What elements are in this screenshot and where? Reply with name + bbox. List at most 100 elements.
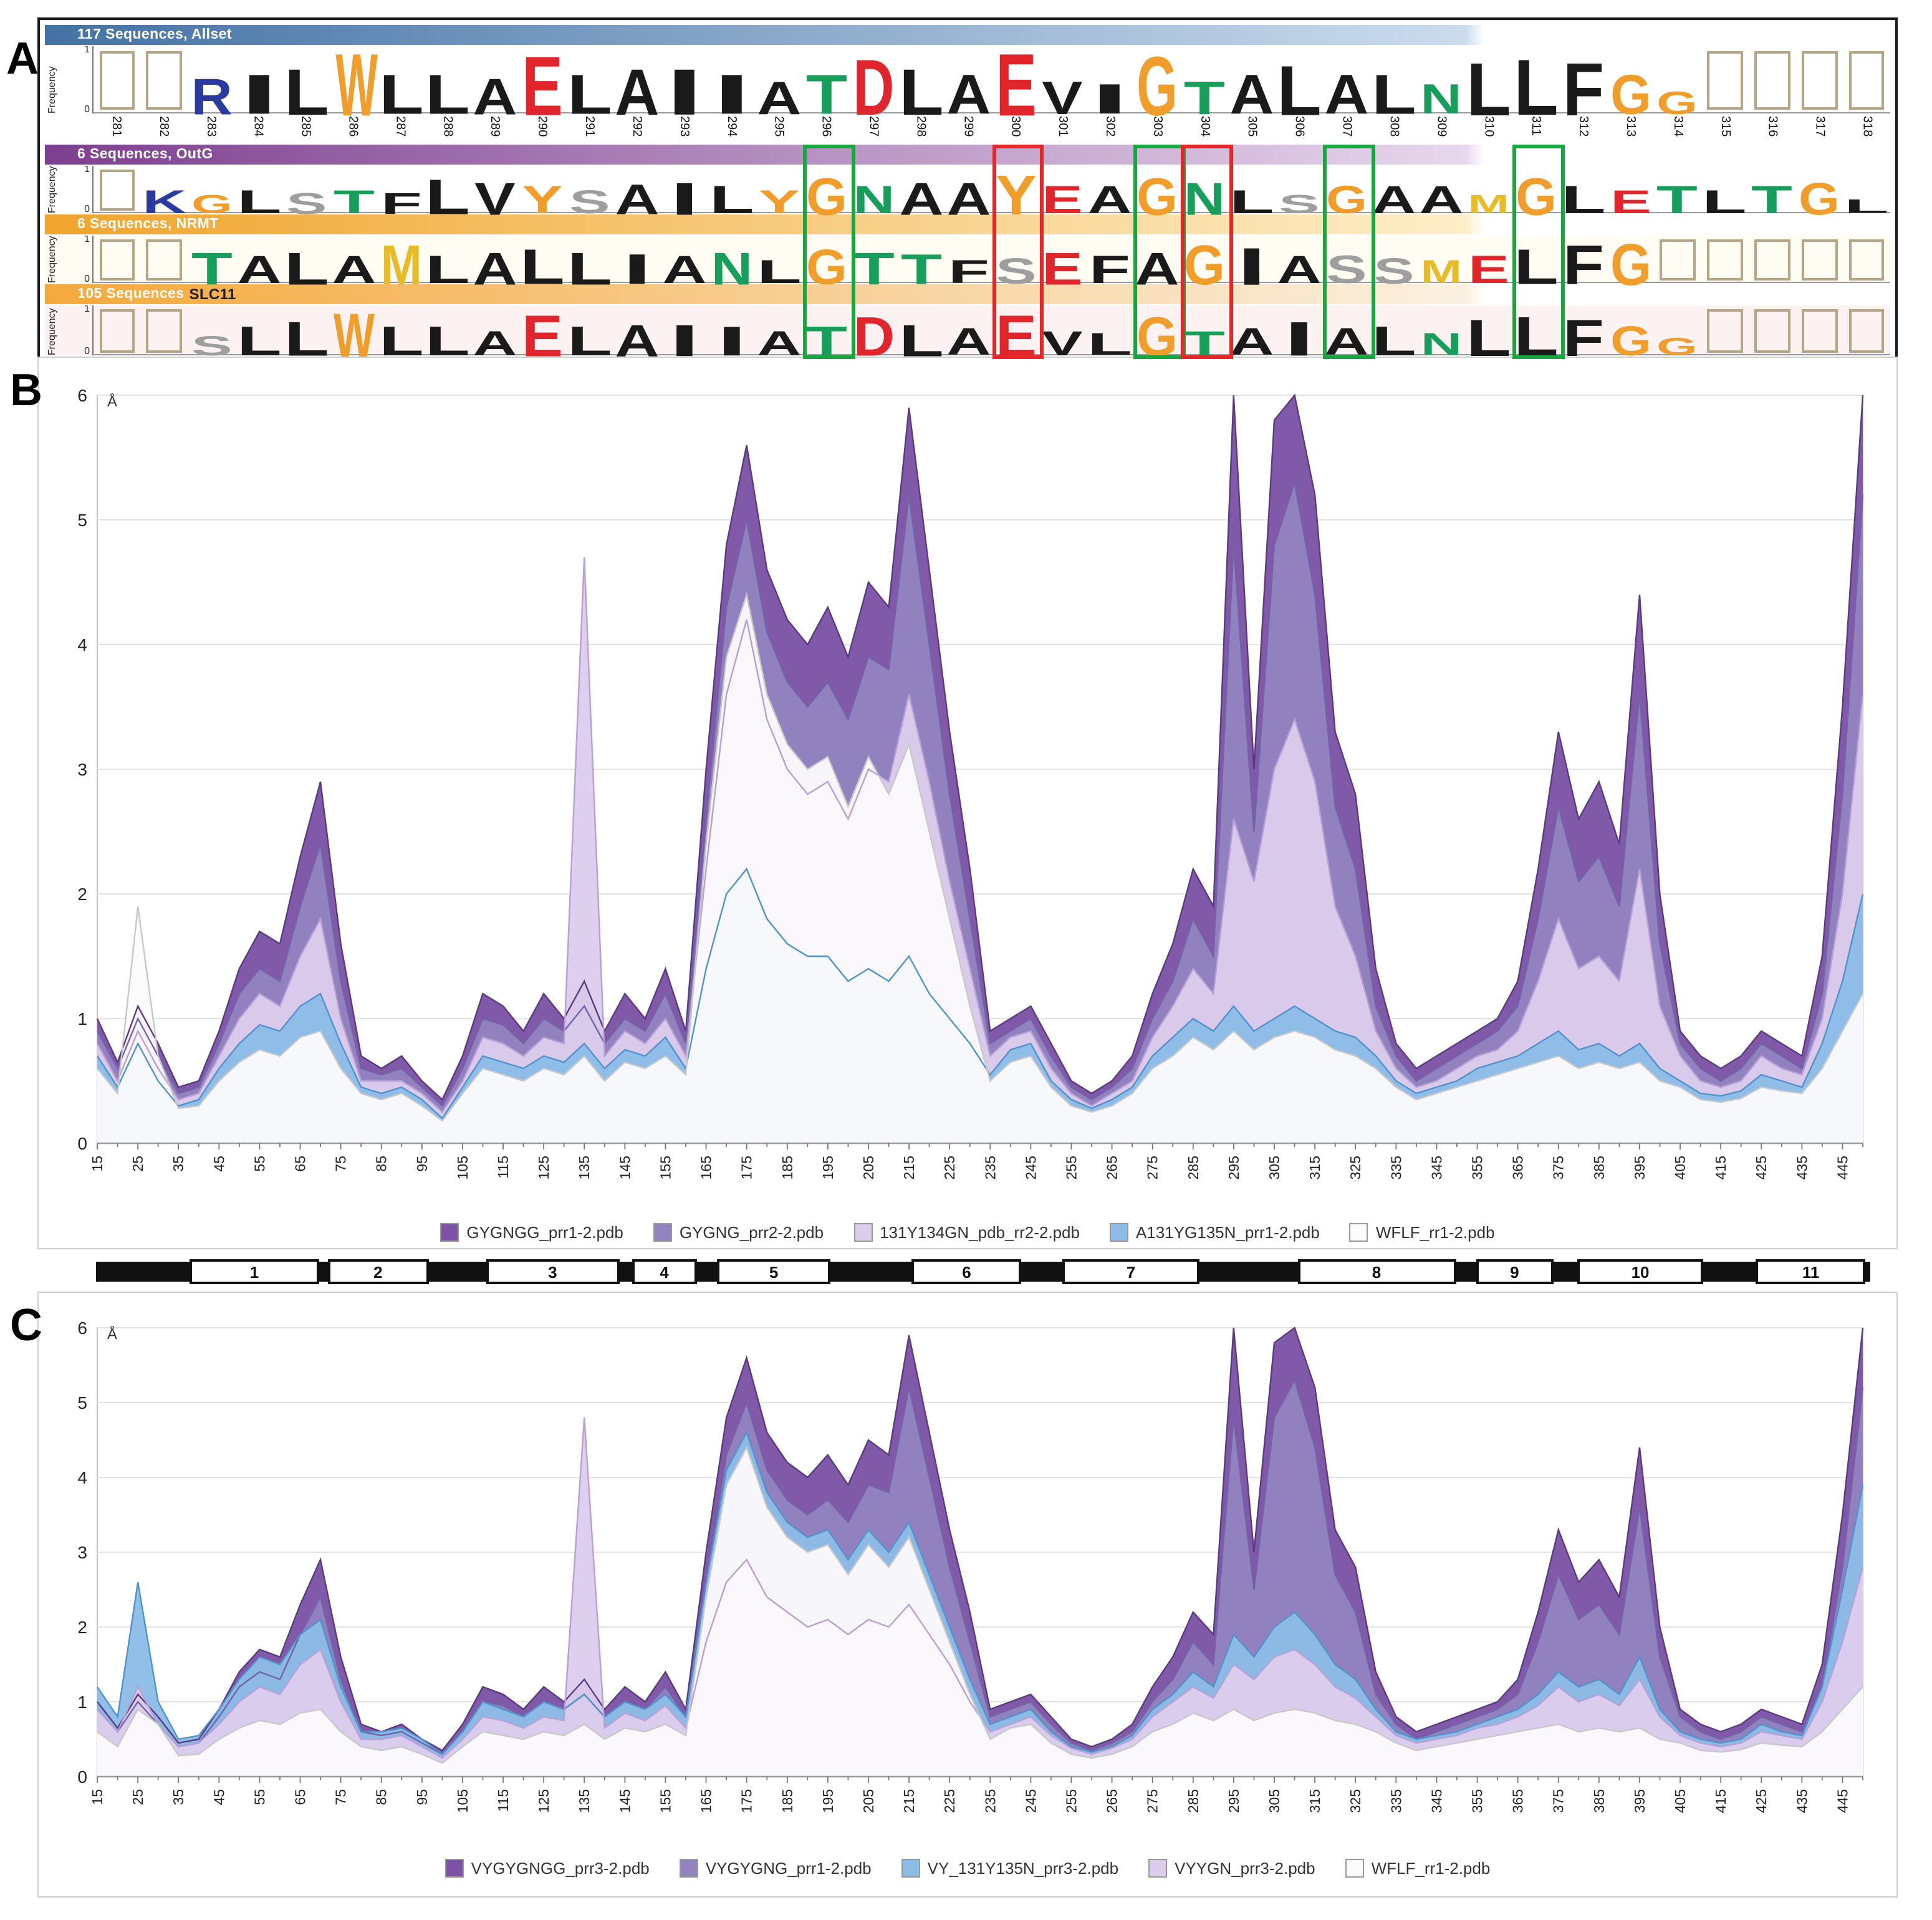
- position-label: 284: [251, 116, 265, 137]
- logo-letter: Y: [522, 178, 564, 223]
- x-tick-label: 55: [251, 1789, 267, 1805]
- logo-letter: G: [1656, 84, 1698, 121]
- x-tick-label: 285: [1185, 1789, 1201, 1813]
- logo-letter: L: [236, 183, 282, 221]
- x-tick-label: 105: [454, 1789, 471, 1813]
- area-series-4: [97, 1447, 1863, 1777]
- logo-row-slc11: Frequency 1 0 S L L W L L A E L A I I A T D L A E V L G T A I A L N L L…: [45, 305, 1890, 367]
- tm-segment-8: 8: [1297, 1259, 1456, 1284]
- x-tick-label: 95: [414, 1789, 430, 1805]
- legend-swatch-2: [853, 1223, 873, 1242]
- tm-segment-1: 1: [189, 1259, 320, 1284]
- x-tick-label: 225: [941, 1156, 958, 1179]
- x-tick-label: 335: [1388, 1789, 1404, 1813]
- x-tick-label: 235: [982, 1789, 998, 1813]
- logo-letter: N: [1420, 327, 1462, 363]
- logo-letter: A: [473, 324, 518, 363]
- logo-column: [1843, 305, 1890, 354]
- x-tick-label: 215: [901, 1156, 917, 1179]
- x-tick-label: 365: [1510, 1789, 1526, 1813]
- logo-column: A: [944, 46, 992, 123]
- logo-column: A: [1370, 166, 1418, 220]
- frequency-axis-label: Frequency: [46, 66, 57, 113]
- logo-column: A: [756, 46, 803, 121]
- logo-letter: L: [425, 319, 471, 365]
- legend-item-4: WFLF_rr1-2.pdb: [1349, 1223, 1495, 1242]
- logo-column: L: [756, 236, 803, 289]
- logo-letter: L: [284, 55, 329, 129]
- highlight-box-green-307: [1323, 145, 1375, 359]
- logo-column: [1795, 46, 1843, 112]
- x-tick-label: 125: [536, 1156, 552, 1179]
- logo-column: L: [236, 166, 283, 219]
- position-label: 314: [1670, 116, 1684, 137]
- logo-letter: T: [191, 242, 233, 294]
- legend-swatch-2: [901, 1859, 920, 1878]
- empty-position-box: [1801, 239, 1838, 281]
- logo-letter: L: [284, 313, 329, 367]
- logo-letter: A: [898, 173, 943, 224]
- logo-column: [1654, 236, 1701, 282]
- x-tick-label: 355: [1469, 1156, 1486, 1179]
- x-tick-label: 135: [576, 1156, 592, 1179]
- logo-column: G: [1654, 305, 1701, 359]
- logo-letter: G: [1515, 166, 1557, 226]
- logo-letter: L: [1087, 327, 1133, 363]
- position-label: 283: [203, 116, 218, 137]
- x-tick-label: 275: [1145, 1156, 1161, 1179]
- logo-letter: F: [1562, 234, 1604, 297]
- logo-letter: L: [1371, 62, 1416, 127]
- logo-letter: L: [520, 239, 565, 295]
- logo-column: F: [1559, 305, 1607, 365]
- position-label: 287: [393, 116, 407, 137]
- logo-column: T: [1654, 166, 1701, 220]
- x-tick-label: 295: [1226, 1156, 1242, 1179]
- legend-item-4: WFLF_rr1-2.pdb: [1345, 1859, 1490, 1878]
- legend-label-4: WFLF_rr1-2.pdb: [1375, 1223, 1495, 1242]
- x-tick-label: 345: [1428, 1789, 1444, 1813]
- position-label: 306: [1292, 116, 1306, 137]
- logo-column: [94, 46, 141, 112]
- logo-column: A: [613, 46, 661, 124]
- logo-letter: E: [1610, 183, 1651, 221]
- logo-column: I: [661, 166, 708, 221]
- y-tick-label: 4: [77, 1468, 87, 1487]
- legend-item-0: VYGYGNGG_prr3-2.pdb: [445, 1859, 650, 1878]
- line-series-1: [96, 482, 1864, 1107]
- logo-letter: E: [522, 38, 564, 134]
- logo-column: F: [944, 236, 992, 289]
- panel-b-label: B: [10, 364, 42, 415]
- legend-b: GYGNGG_prr1-2.pdb GYGNG_prr2-2.pdb 131Y134…: [39, 1223, 1896, 1242]
- logo-column: V: [472, 166, 519, 221]
- x-tick-label: 155: [657, 1789, 673, 1813]
- logo-column: L: [1512, 236, 1559, 292]
- y-tick-1: 1: [84, 166, 90, 175]
- logo-column: [1843, 46, 1890, 112]
- x-tick-label: 185: [779, 1789, 795, 1813]
- logo-letter: A: [1229, 62, 1274, 127]
- position-label: 293: [676, 116, 691, 137]
- logo-letter: A: [1277, 248, 1322, 292]
- logo-letter: L: [236, 319, 282, 365]
- logo-column: L: [1087, 305, 1134, 360]
- logo-letter: T: [1751, 178, 1793, 223]
- y-tick-label: 0: [77, 1134, 87, 1153]
- x-tick-label: 55: [251, 1156, 267, 1172]
- logo-column: L: [1464, 305, 1512, 365]
- logo-letter: A: [473, 67, 518, 126]
- frequency-axis-label: Frequency: [46, 166, 57, 213]
- y-tick-0: 0: [84, 345, 90, 355]
- rmsd-chart-panel-c: 0 1 2 3 4 5 6 Å 15 25 35 45 55 65 75 85 95 105 115 125 135 14…: [37, 1292, 1898, 1898]
- logo-letter: I: [622, 245, 652, 293]
- legend-label-1: VYGYGNG_prr1-2.pdb: [705, 1859, 872, 1878]
- area-series-4: [97, 595, 1863, 1143]
- x-tick-label: 205: [860, 1156, 877, 1179]
- x-tick-label: 45: [211, 1789, 227, 1805]
- legend-swatch-1: [653, 1223, 672, 1242]
- position-label: 312: [1576, 116, 1590, 137]
- line-series-0: [96, 393, 1864, 1101]
- logo-letter: L: [567, 242, 613, 294]
- logo-y-axis: Frequency 1 0: [45, 305, 94, 355]
- legend-c: VYGYGNGG_prr3-2.pdb VYGYGNG_prr1-2.pdb VY_…: [39, 1859, 1896, 1878]
